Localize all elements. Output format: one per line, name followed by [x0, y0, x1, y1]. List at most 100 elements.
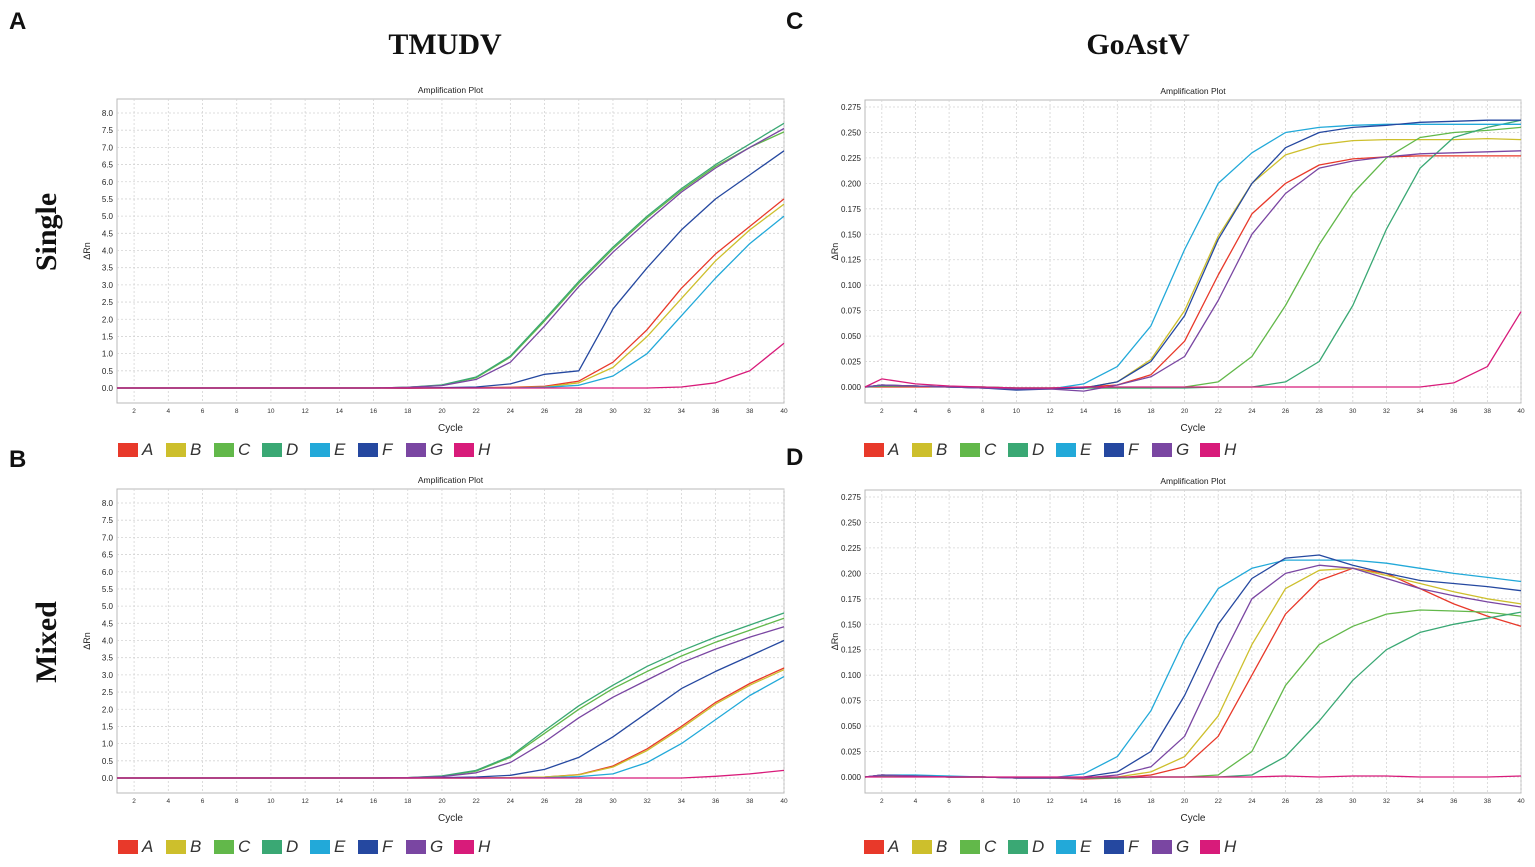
legend-swatch [358, 840, 378, 854]
x-tick-label: 8 [235, 798, 239, 805]
y-tick-label: 0.050 [841, 332, 862, 341]
x-tick-label: 28 [1316, 798, 1324, 805]
legend-label: H [1224, 440, 1237, 459]
legend-label: C [238, 837, 251, 856]
y-tick-label: 0.075 [841, 307, 862, 316]
legend-item-f: F [1104, 440, 1152, 460]
column-title-goastv: GoAstV [1086, 28, 1190, 61]
legend-item-a: A [864, 440, 912, 460]
panel-d: 2 4 6 8 10 12 14 16 18 20 22 24 26 28 30 32 34 36 38 400.00… [830, 476, 1525, 824]
legend-swatch [960, 840, 980, 854]
x-tick-label: 36 [712, 408, 720, 415]
x-tick-label: 34 [678, 798, 686, 805]
y-tick-label: 0.175 [841, 595, 862, 604]
y-axis-label: ΔRn [82, 242, 92, 260]
x-tick-label: 12 [302, 408, 310, 415]
y-tick-label: 0.100 [841, 281, 862, 290]
legend-swatch [118, 840, 138, 854]
panel-letter-c: C [786, 8, 804, 35]
x-tick-label: 26 [541, 798, 549, 805]
legend-label: B [936, 837, 948, 856]
legend-swatch [864, 840, 884, 854]
x-tick-label: 8 [235, 408, 239, 415]
legend-item-h: H [454, 837, 502, 857]
x-tick-label: 14 [1080, 798, 1088, 805]
legend-item-a: A [118, 837, 166, 857]
legend-label: D [286, 837, 299, 856]
legend-swatch [166, 840, 186, 854]
panel-b: 2 4 6 8 10 12 14 16 18 20 22 24 26 28 30 32 34 36 38 400.00… [82, 475, 788, 824]
column-title-tmudv: TMUDV [388, 28, 502, 61]
y-tick-label: 7.5 [102, 516, 114, 525]
x-tick-label: 16 [1114, 408, 1122, 415]
legend-swatch [1008, 840, 1028, 854]
x-tick-label: 28 [1316, 408, 1324, 415]
x-tick-label: 12 [302, 798, 310, 805]
x-tick-label: 36 [1450, 798, 1458, 805]
legend-label: D [1032, 440, 1045, 459]
y-tick-label: 3.5 [102, 654, 114, 663]
legend-panel-d: A B C D E F G H [864, 837, 1248, 857]
y-tick-label: 4.5 [102, 619, 114, 628]
x-tick-label: 12 [1046, 798, 1054, 805]
x-tick-label: 14 [1080, 408, 1088, 415]
legend-swatch [118, 443, 138, 457]
x-tick-label: 38 [746, 798, 754, 805]
x-tick-label: 38 [1484, 798, 1492, 805]
legend-item-g: G [406, 837, 454, 857]
legend-label: G [1176, 440, 1190, 459]
x-tick-label: 32 [1383, 798, 1391, 805]
y-tick-label: 7.0 [102, 143, 114, 152]
y-tick-label: 0.025 [841, 358, 862, 367]
y-tick-label: 0.275 [841, 493, 862, 502]
chart-title: Amplification Plot [1160, 86, 1226, 96]
y-tick-label: 3.0 [102, 671, 114, 680]
legend-item-a: A [118, 440, 166, 460]
y-tick-label: 5.5 [102, 585, 114, 594]
x-axis-label: Cycle [1180, 423, 1205, 434]
plot-area [864, 489, 1522, 794]
x-tick-label: 2 [132, 408, 136, 415]
x-tick-label: 40 [780, 798, 788, 805]
x-tick-label: 26 [541, 408, 549, 415]
y-tick-label: 5.5 [102, 195, 114, 204]
panel-c: 2 4 6 8 10 12 14 16 18 20 22 24 26 28 30 32 34 36 38 400.00… [830, 86, 1525, 434]
legend-swatch [864, 443, 884, 457]
legend-item-b: B [912, 837, 960, 857]
legend-swatch [406, 840, 426, 854]
x-tick-label: 12 [1046, 408, 1054, 415]
legend-item-g: G [406, 440, 454, 460]
y-tick-label: 4.5 [102, 229, 114, 238]
legend-label: C [984, 440, 997, 459]
x-tick-label: 16 [370, 408, 378, 415]
y-tick-label: 5.0 [102, 212, 114, 221]
legend-item-c: C [960, 440, 1008, 460]
legend-label: G [430, 440, 444, 459]
x-tick-label: 6 [201, 798, 205, 805]
legend-label: B [936, 440, 948, 459]
x-tick-label: 20 [1181, 798, 1189, 805]
legend-swatch [454, 840, 474, 854]
legend-item-d: D [262, 440, 310, 460]
legend-swatch [1200, 443, 1220, 457]
x-tick-label: 4 [914, 798, 918, 805]
y-tick-label: 1.5 [102, 722, 114, 731]
y-tick-label: 3.0 [102, 281, 114, 290]
plot-area [116, 488, 785, 794]
legend-label: A [888, 440, 900, 459]
legend-item-f: F [358, 440, 406, 460]
y-tick-label: 0.175 [841, 205, 862, 214]
legend-label: H [1224, 837, 1237, 856]
legend-label: E [1080, 837, 1092, 856]
x-tick-label: 26 [1282, 408, 1290, 415]
legend-label: F [382, 440, 393, 459]
legend-label: F [1128, 837, 1139, 856]
y-tick-label: 4.0 [102, 247, 114, 256]
legend-panel-a: A B C D E F G H [118, 440, 502, 460]
x-tick-label: 20 [438, 798, 446, 805]
legend-item-b: B [166, 440, 214, 460]
x-tick-label: 34 [678, 408, 686, 415]
x-axis-label: Cycle [438, 423, 463, 434]
legend-swatch [1008, 443, 1028, 457]
